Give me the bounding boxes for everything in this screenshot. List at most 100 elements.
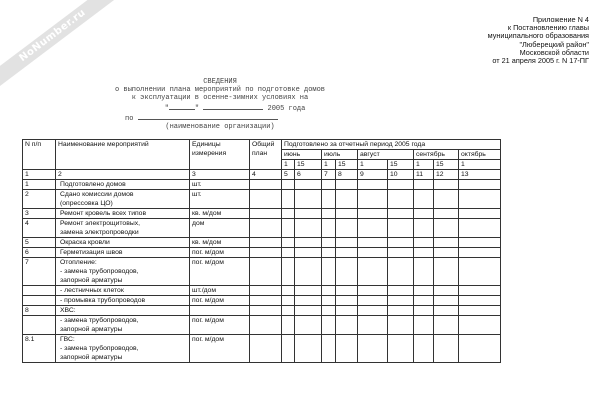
value-cell[interactable]	[321, 237, 336, 248]
value-cell[interactable]	[321, 257, 336, 286]
value-cell[interactable]	[357, 179, 388, 190]
value-cell[interactable]	[321, 305, 336, 316]
value-cell[interactable]	[335, 305, 358, 316]
value-cell[interactable]	[294, 237, 322, 248]
value-cell[interactable]	[433, 285, 459, 296]
value-cell[interactable]	[357, 189, 388, 209]
value-cell[interactable]	[433, 179, 459, 190]
value-cell[interactable]	[294, 334, 322, 363]
value-cell[interactable]	[281, 237, 295, 248]
value-cell[interactable]	[458, 285, 501, 296]
value-cell[interactable]	[335, 189, 358, 209]
value-cell[interactable]	[281, 305, 295, 316]
value-cell[interactable]	[413, 237, 434, 248]
value-cell[interactable]	[458, 295, 501, 306]
value-cell[interactable]	[281, 334, 295, 363]
value-cell[interactable]	[281, 208, 295, 219]
value-cell[interactable]	[335, 208, 358, 219]
value-cell[interactable]	[433, 208, 459, 219]
value-cell[interactable]	[433, 247, 459, 258]
value-cell[interactable]	[281, 218, 295, 238]
value-cell[interactable]	[321, 179, 336, 190]
value-cell[interactable]	[281, 295, 295, 306]
value-cell[interactable]	[321, 247, 336, 258]
value-cell[interactable]	[433, 315, 459, 335]
value-cell[interactable]	[249, 305, 282, 316]
value-cell[interactable]	[321, 334, 336, 363]
value-cell[interactable]	[413, 218, 434, 238]
value-cell[interactable]	[458, 237, 501, 248]
value-cell[interactable]	[294, 295, 322, 306]
value-cell[interactable]	[433, 237, 459, 248]
value-cell[interactable]	[321, 295, 336, 306]
value-cell[interactable]	[458, 305, 501, 316]
value-cell[interactable]	[357, 295, 388, 306]
value-cell[interactable]	[413, 179, 434, 190]
value-cell[interactable]	[249, 257, 282, 286]
value-cell[interactable]	[294, 179, 322, 190]
value-cell[interactable]	[357, 305, 388, 316]
value-cell[interactable]	[387, 237, 414, 248]
value-cell[interactable]	[433, 305, 459, 316]
value-cell[interactable]	[335, 295, 358, 306]
value-cell[interactable]	[357, 285, 388, 296]
value-cell[interactable]	[249, 218, 282, 238]
value-cell[interactable]	[335, 285, 358, 296]
value-cell[interactable]	[357, 218, 388, 238]
value-cell[interactable]	[357, 237, 388, 248]
value-cell[interactable]	[335, 218, 358, 238]
value-cell[interactable]	[281, 315, 295, 335]
value-cell[interactable]	[294, 257, 322, 286]
value-cell[interactable]	[357, 334, 388, 363]
value-cell[interactable]	[387, 315, 414, 335]
value-cell[interactable]	[433, 218, 459, 238]
value-cell[interactable]	[387, 189, 414, 209]
value-cell[interactable]	[281, 285, 295, 296]
value-cell[interactable]	[294, 315, 322, 335]
value-cell[interactable]	[413, 305, 434, 316]
value-cell[interactable]	[458, 208, 501, 219]
value-cell[interactable]	[458, 179, 501, 190]
value-cell[interactable]	[335, 257, 358, 286]
value-cell[interactable]	[357, 257, 388, 286]
value-cell[interactable]	[458, 189, 501, 209]
value-cell[interactable]	[413, 285, 434, 296]
value-cell[interactable]	[321, 218, 336, 238]
value-cell[interactable]	[294, 247, 322, 258]
value-cell[interactable]	[458, 315, 501, 335]
value-cell[interactable]	[335, 315, 358, 335]
value-cell[interactable]	[249, 208, 282, 219]
value-cell[interactable]	[294, 208, 322, 219]
value-cell[interactable]	[321, 315, 336, 335]
value-cell[interactable]	[433, 295, 459, 306]
value-cell[interactable]	[249, 247, 282, 258]
value-cell[interactable]	[387, 247, 414, 258]
value-cell[interactable]	[357, 208, 388, 219]
value-cell[interactable]	[458, 257, 501, 286]
value-cell[interactable]	[357, 247, 388, 258]
value-cell[interactable]	[294, 189, 322, 209]
value-cell[interactable]	[249, 285, 282, 296]
value-cell[interactable]	[281, 179, 295, 190]
value-cell[interactable]	[321, 189, 336, 209]
value-cell[interactable]	[321, 208, 336, 219]
value-cell[interactable]	[249, 179, 282, 190]
value-cell[interactable]	[249, 295, 282, 306]
value-cell[interactable]	[249, 237, 282, 248]
value-cell[interactable]	[294, 285, 322, 296]
value-cell[interactable]	[249, 189, 282, 209]
value-cell[interactable]	[413, 315, 434, 335]
value-cell[interactable]	[387, 218, 414, 238]
value-cell[interactable]	[413, 334, 434, 363]
value-cell[interactable]	[281, 189, 295, 209]
value-cell[interactable]	[387, 334, 414, 363]
value-cell[interactable]	[413, 257, 434, 286]
value-cell[interactable]	[458, 247, 501, 258]
value-cell[interactable]	[387, 208, 414, 219]
value-cell[interactable]	[387, 305, 414, 316]
value-cell[interactable]	[458, 334, 501, 363]
value-cell[interactable]	[413, 189, 434, 209]
value-cell[interactable]	[387, 285, 414, 296]
value-cell[interactable]	[294, 305, 322, 316]
value-cell[interactable]	[387, 295, 414, 306]
